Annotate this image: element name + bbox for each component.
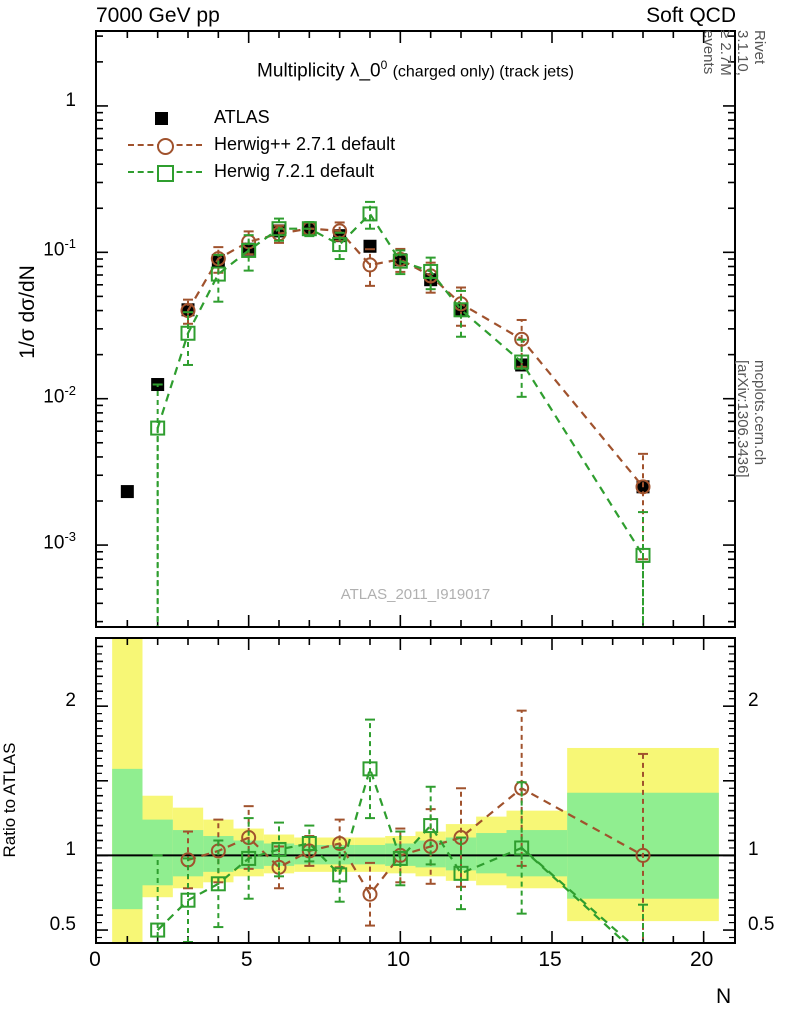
x-tick-label: 15 (538, 948, 562, 971)
legend-key-atlas (128, 108, 202, 128)
ratio-y-tick-label: 2 (65, 690, 76, 712)
title-suffix: (charged only) (track jets) (392, 63, 574, 81)
legend-key-herwigpp (128, 135, 202, 155)
filled-square-icon (155, 111, 168, 125)
ratio-plot-panel (95, 637, 736, 944)
main-y-axis-title: 1/σ dσ/dN (16, 265, 39, 359)
ratio-y-axis-title: Ratio to ATLAS (0, 742, 19, 858)
x-axis-title: N (716, 985, 732, 1008)
ratio-plot-canvas (97, 639, 734, 942)
rivet-version-note: Rivet 3.1.10, ≥ 2.7M events (700, 30, 768, 76)
y-tick-label: 1 (65, 89, 76, 111)
x-tick-label: 10 (386, 948, 410, 971)
main-y-axis-labels: 1 10-1 10-2 10-3 (0, 30, 88, 628)
analysis-watermark: ATLAS_2011_I919017 (340, 586, 491, 603)
x-tick-label: 5 (240, 948, 253, 971)
y-tick-label: 10-3 (43, 529, 76, 554)
ratio-y-tick-label: 0.5 (49, 914, 76, 936)
ratio-y-tick-label: 2 (748, 690, 759, 712)
ratio-y-tick-label: 1 (65, 839, 76, 861)
open-circle-icon (157, 137, 174, 155)
legend-item-herwig7[interactable]: Herwig 7.2.1 default (128, 158, 395, 185)
ratio-y-tick-label: 1 (748, 839, 759, 861)
open-square-icon (157, 164, 174, 182)
x-tick-label: 20 (689, 948, 714, 971)
legend-label-herwigpp: Herwig++ 2.7.1 default (214, 134, 396, 154)
legend: ATLAS Herwig++ 2.7.1 default Herwig 7.2.… (128, 104, 395, 185)
y-tick-label: 10-1 (43, 236, 76, 261)
mcplots-source-note: mcplots.cern.ch [arXiv:1306.3436] (734, 360, 768, 478)
x-tick-label: 0 (89, 948, 101, 971)
ratio-y-axis-labels-right: 2 1 0.5 (740, 637, 786, 944)
ratio-y-tick-label: 0.5 (748, 914, 775, 936)
title-main: Multiplicity λ_0 (257, 60, 381, 82)
page-title: Multiplicity λ_00 (charged only) (track … (95, 58, 736, 82)
legend-item-atlas[interactable]: ATLAS (128, 104, 395, 131)
main-plot-panel (95, 30, 736, 628)
y-tick-label: 10-2 (43, 382, 76, 408)
main-plot-canvas (97, 32, 734, 626)
legend-key-herwig7 (128, 162, 202, 182)
legend-label-atlas: ATLAS (214, 107, 270, 127)
title-superscript: 0 (380, 58, 388, 72)
process-category-label: Soft QCD (646, 4, 736, 27)
ratio-y-axis-labels-left: 2 1 0.5 (0, 637, 88, 944)
legend-item-herwigpp[interactable]: Herwig++ 2.7.1 default (128, 131, 395, 158)
beam-energy-label: 7000 GeV pp (96, 4, 220, 27)
legend-label-herwig7: Herwig 7.2.1 default (214, 161, 375, 181)
